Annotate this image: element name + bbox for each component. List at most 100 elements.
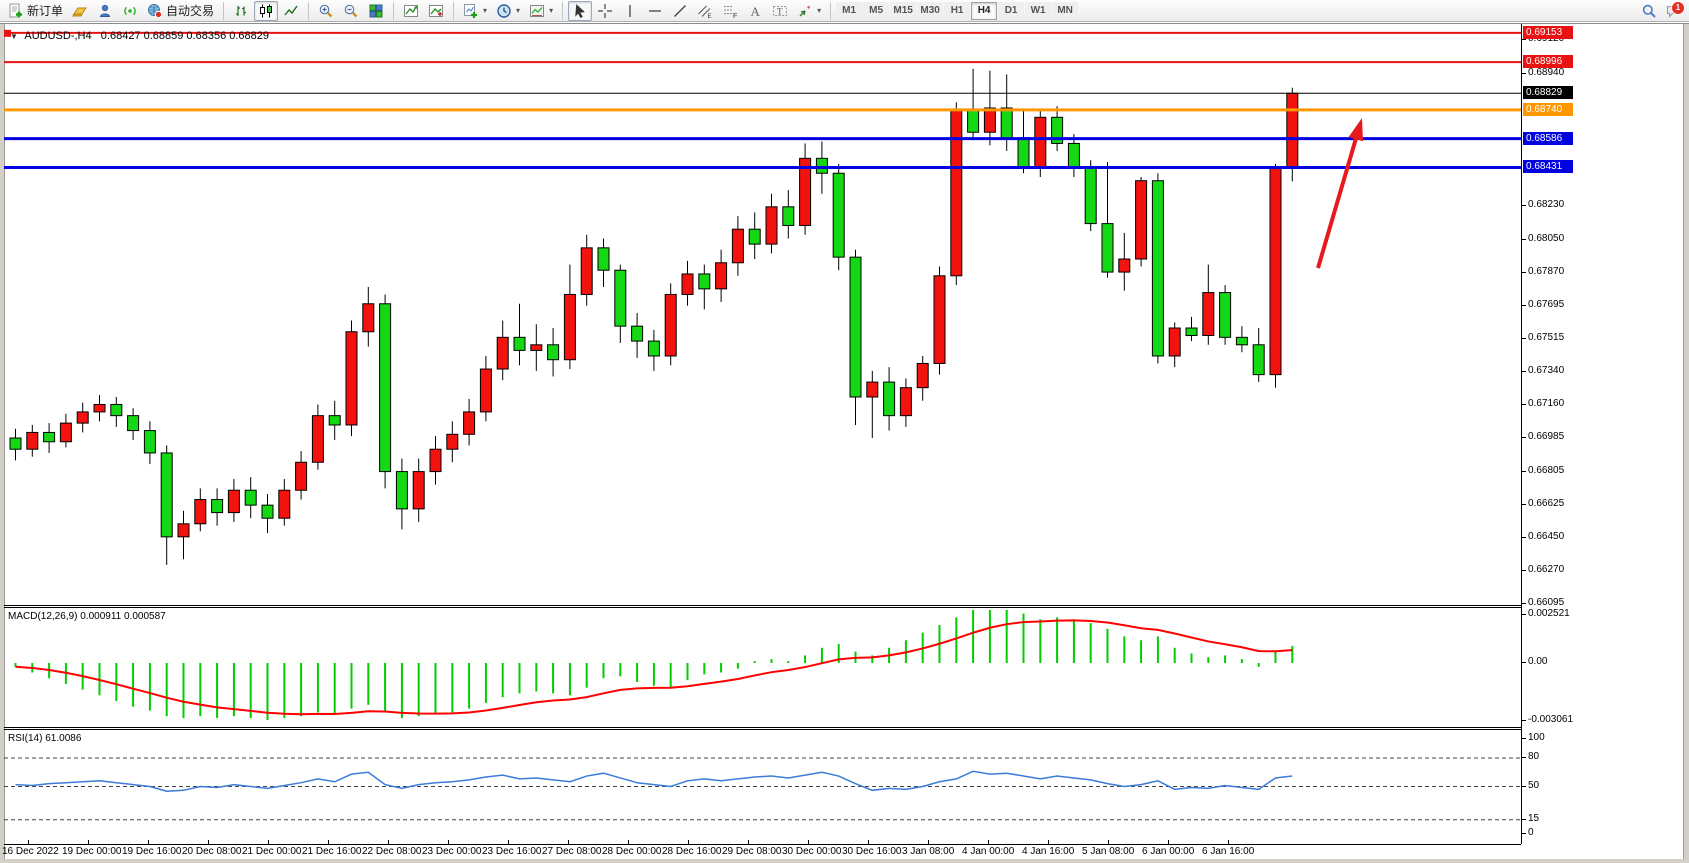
bar-chart-button[interactable] — [229, 1, 253, 21]
candle-down — [647, 340, 660, 357]
rsi-scale-label: 0 — [1528, 827, 1534, 838]
price-tick-label: 0.66805 — [1528, 464, 1565, 476]
macd-tick-mark — [1521, 614, 1526, 616]
new-order-icon — [9, 3, 22, 17]
timeframe-w1-button[interactable]: W1 — [1025, 1, 1052, 20]
line-chart-button[interactable] — [279, 1, 303, 21]
time-tick-mark — [88, 840, 89, 844]
new-chart-icon — [464, 3, 478, 18]
candle-up — [1135, 180, 1148, 260]
rsi-panel[interactable] — [4, 729, 1521, 845]
time-tick-mark — [808, 840, 809, 844]
candle-down — [967, 109, 980, 133]
time-axis-label: 6 Jan 16:00 — [1202, 846, 1255, 857]
price-tick-mark — [1521, 272, 1526, 274]
macd-canvas[interactable] — [4, 608, 1521, 727]
svg-text:T: T — [777, 6, 783, 16]
tile-windows-button[interactable] — [364, 1, 388, 21]
price-tick-mark — [1521, 204, 1526, 206]
zoom-in-button[interactable] — [314, 1, 338, 21]
candle-up — [429, 448, 442, 473]
time-axis-label: 30 Dec 00:00 — [782, 846, 842, 857]
candle-down — [815, 157, 828, 174]
fibonacci-button[interactable]: F — [718, 1, 742, 21]
price-tick-label: 0.67695 — [1528, 298, 1565, 310]
candle-down — [127, 415, 140, 432]
new-order-button[interactable]: 新订单 — [4, 1, 67, 21]
indicators-button[interactable] — [399, 1, 423, 21]
candle-down — [849, 256, 862, 398]
rsi-tick-mark — [1521, 785, 1526, 787]
timeframe-m5-button[interactable]: M5 — [863, 1, 890, 20]
shapes-button[interactable]: ▾ — [793, 1, 825, 21]
text-button[interactable]: A — [743, 1, 767, 21]
candle-down — [1101, 223, 1114, 273]
macd-panel[interactable] — [4, 607, 1521, 728]
price-chart-canvas[interactable] — [4, 24, 1521, 604]
candle-up — [799, 157, 812, 226]
rsi-scale-label: 80 — [1528, 751, 1540, 762]
price-tick-mark — [1521, 72, 1526, 74]
candle-up — [899, 387, 912, 417]
indicator-add-button[interactable] — [424, 1, 448, 21]
line-chart-icon — [284, 5, 298, 15]
svg-text:F: F — [733, 13, 737, 19]
chart-ohlc-values: 0.68427 0.68859 0.68356 0.68829 — [100, 30, 270, 42]
svg-text:A: A — [751, 4, 761, 19]
text-icon: A — [751, 4, 761, 19]
macd-scale-label: 0.00 — [1528, 656, 1548, 667]
timeframe-m15-button[interactable]: M15 — [890, 1, 917, 20]
line-anchor-handle[interactable] — [4, 29, 11, 37]
timeframe-m30-button[interactable]: M30 — [917, 1, 944, 20]
candlestick-button[interactable] — [254, 0, 279, 21]
candle-up — [1286, 92, 1299, 169]
price-tick-mark — [1521, 304, 1526, 306]
candle-down — [1235, 336, 1248, 346]
dropdown-arrow-icon: ▾ — [549, 6, 554, 15]
toolbar-separator — [830, 1, 832, 20]
timeframe-h1-button[interactable]: H1 — [944, 1, 971, 20]
timeframe-h4-button[interactable]: H4 — [971, 1, 998, 20]
time-tick-mark — [508, 840, 509, 844]
timeframe-m1-button[interactable]: M1 — [836, 1, 863, 20]
price-tick-label: 0.68230 — [1528, 198, 1565, 210]
time-axis-label: 22 Dec 08:00 — [362, 846, 422, 857]
channel-button[interactable]: E — [693, 1, 717, 21]
arrow-annotation-head[interactable] — [1348, 118, 1364, 142]
text-label-button[interactable]: T — [768, 1, 792, 21]
time-tick-mark — [388, 840, 389, 844]
candle-down — [748, 228, 761, 245]
timeframe-d1-button[interactable]: D1 — [998, 1, 1025, 20]
notifications-button[interactable]: 1 — [1661, 0, 1685, 21]
arrow-annotation[interactable] — [1316, 129, 1361, 269]
signals-button[interactable] — [118, 1, 142, 21]
cursor-button[interactable] — [568, 0, 593, 21]
candle-up — [715, 262, 728, 290]
horizontal-line-button[interactable] — [643, 1, 667, 21]
vertical-line-button[interactable] — [618, 1, 642, 21]
new-chart-button[interactable]: ▾ — [459, 1, 491, 21]
period-button[interactable]: ▾ — [492, 1, 524, 21]
crosshair-button[interactable] — [593, 1, 617, 21]
template-button[interactable]: ▾ — [525, 1, 557, 21]
candle-up — [950, 109, 963, 277]
timeframe-mn-button[interactable]: MN — [1052, 1, 1079, 20]
macd-tick-mark — [1521, 720, 1526, 722]
candle-up — [59, 422, 72, 443]
trendline-button[interactable] — [668, 1, 692, 21]
gold-button[interactable] — [68, 1, 92, 21]
time-axis-label: 16 Dec 2022 — [2, 846, 59, 857]
notification-icon: 1 — [1665, 0, 1685, 19]
candle-up — [278, 489, 291, 519]
time-tick-mark — [568, 840, 569, 844]
zoom-out-button[interactable] — [339, 1, 363, 21]
candle-up — [866, 381, 879, 398]
price-tick-mark — [1521, 570, 1526, 572]
price-level-badge: 0.68740 — [1523, 102, 1573, 116]
price-tick-mark — [1521, 370, 1526, 372]
search-button[interactable] — [1637, 1, 1661, 21]
auto-trading-button[interactable]: 自动交易 — [143, 1, 218, 21]
rsi-canvas[interactable] — [4, 730, 1521, 844]
main-chart-panel[interactable] — [4, 24, 1521, 606]
community-button[interactable] — [93, 1, 117, 21]
